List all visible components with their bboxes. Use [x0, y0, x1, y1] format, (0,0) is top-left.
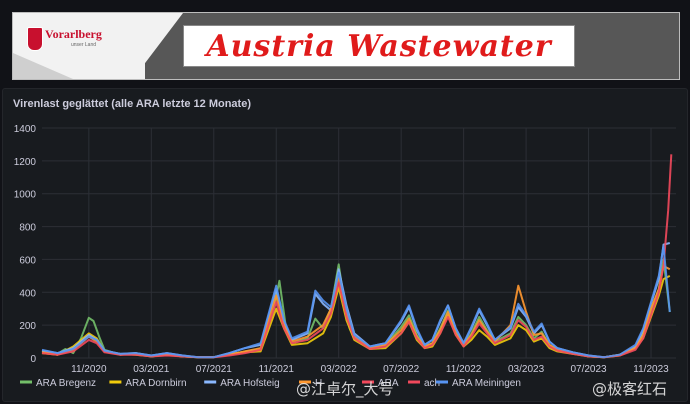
logo-fold-shape — [13, 13, 183, 79]
chart-panel: Virenlast geglättet (alle ARA letzte 12 … — [2, 88, 688, 402]
x-tick-label: 07/2021 — [196, 364, 233, 375]
watermark-left: @江卓尔_大号 — [296, 380, 394, 398]
y-tick-label: 600 — [19, 255, 36, 266]
legend-label: ARA Dornbirn — [125, 378, 186, 389]
legend-label: ARA Hofsteig — [220, 378, 279, 389]
x-tick-label: 11/2021 — [259, 364, 295, 375]
legend-label: ARA Meiningen — [452, 378, 521, 389]
logo-subtext: unser Land — [71, 42, 97, 48]
legend-label: ARA — [378, 378, 399, 389]
page-title: Austria Wastewater — [206, 28, 552, 64]
legend-label: ach — [424, 378, 440, 389]
series-line-1 — [41, 275, 671, 359]
series-line-5 — [41, 245, 671, 359]
x-tick-label: 11/2020 — [71, 364, 107, 375]
x-tick-label: 03/2022 — [321, 364, 358, 375]
y-tick-label: 0 — [30, 354, 36, 365]
y-tick-label: 800 — [19, 223, 36, 234]
x-tick-label: 03/2023 — [508, 364, 545, 375]
watermark-right: @极客红石 — [592, 380, 668, 398]
x-tick-label: 11/2022 — [446, 364, 482, 375]
series-line-4 — [41, 154, 673, 359]
y-tick-label: 200 — [19, 321, 36, 332]
x-tick-label: 03/2021 — [133, 364, 170, 375]
y-tick-label: 400 — [19, 288, 36, 299]
y-tick-label: 1200 — [14, 157, 37, 168]
panel-title: Virenlast geglättet (alle ARA letzte 12 … — [13, 98, 251, 110]
legend-label: H — [315, 378, 322, 389]
logo-text: Vorarlberg — [45, 27, 102, 41]
series-line-0 — [41, 258, 671, 359]
legend-label: ARA Bregenz — [36, 378, 96, 389]
x-tick-label: 07/2023 — [570, 364, 607, 375]
x-tick-label: 11/2023 — [633, 364, 669, 375]
series-line-3 — [41, 265, 671, 359]
coat-of-arms-icon — [27, 27, 43, 51]
y-tick-label: 1400 — [14, 124, 37, 135]
logo: Vorarlberg unser Land — [13, 13, 183, 79]
header-banner: Vorarlberg unser Land Austria Wastewater — [12, 12, 680, 80]
x-tick-label: 07/2022 — [383, 364, 420, 375]
y-tick-label: 1000 — [14, 190, 37, 201]
title-box: Austria Wastewater — [183, 25, 575, 67]
